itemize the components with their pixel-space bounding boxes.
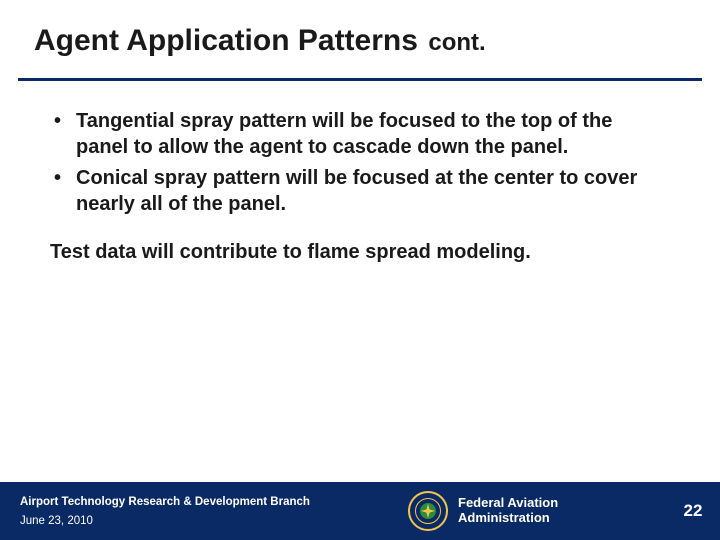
bullet-item: Tangential spray pattern will be focused… xyxy=(50,109,670,160)
statement: Test data will contribute to flame sprea… xyxy=(50,239,670,265)
slide-body: Tangential spray pattern will be focused… xyxy=(0,81,720,540)
seal-inner-ring xyxy=(415,498,441,524)
faa-seal-icon xyxy=(408,491,448,531)
slide-title: Agent Application Patterns xyxy=(34,24,418,57)
org-line2: Administration xyxy=(458,511,558,526)
page-number: 22 xyxy=(666,501,720,521)
org-text: Federal Aviation Administration xyxy=(458,496,558,526)
footer-org-block: Federal Aviation Administration xyxy=(408,482,558,540)
bullet-item: Conical spray pattern will be focused at… xyxy=(50,166,670,217)
footer-mid: Federal Aviation Administration xyxy=(312,482,666,540)
title-row: Agent Application Patterns cont. xyxy=(0,0,720,68)
slide: Agent Application Patterns cont. Tangent… xyxy=(0,0,720,540)
seal-glyph-icon xyxy=(419,502,437,520)
footer-left: Airport Technology Research & Developmen… xyxy=(0,495,312,527)
footer-date: June 23, 2010 xyxy=(20,515,312,527)
bullet-list: Tangential spray pattern will be focused… xyxy=(50,109,670,217)
org-block: Federal Aviation Administration xyxy=(408,491,558,531)
slide-title-cont: cont. xyxy=(428,29,485,56)
footer-bar: Airport Technology Research & Developmen… xyxy=(0,482,720,540)
org-line1: Federal Aviation xyxy=(458,496,558,511)
footer-branch: Airport Technology Research & Developmen… xyxy=(20,495,312,509)
